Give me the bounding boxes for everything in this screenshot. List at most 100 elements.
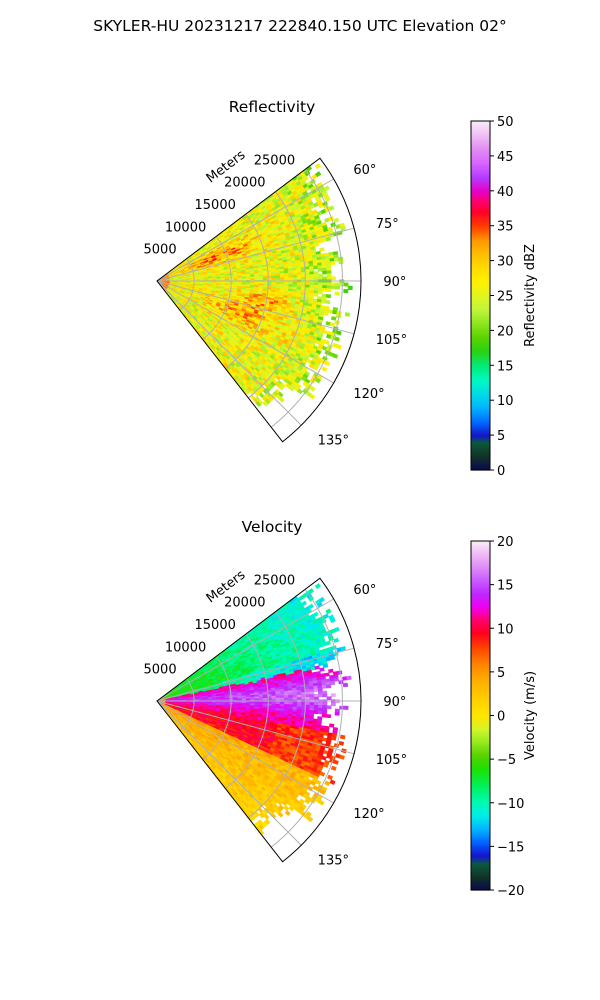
colorbar-segment — [471, 844, 490, 847]
colorbar-segment — [471, 131, 490, 134]
range-ring — [179, 258, 195, 311]
velocity-colorbar: −20 −15 −10 −5 0 5 10 15 20 Velocity (m/s) — [470, 535, 538, 899]
colorbar-segment — [471, 176, 490, 180]
colorbar-segment — [471, 549, 490, 553]
colorbar-segment — [471, 316, 490, 319]
colorbar-segment — [471, 239, 490, 243]
colorbar-segment — [471, 293, 490, 297]
colorbar-segment — [471, 325, 490, 328]
colorbar-segment — [471, 408, 490, 412]
colorbar-segment — [471, 858, 490, 861]
colorbar-segment — [471, 766, 490, 769]
colorbar-segment — [471, 774, 490, 778]
azimuth-spoke — [156, 700, 355, 755]
colorbar-segment — [471, 708, 490, 711]
colorbar-segment — [471, 677, 490, 680]
colorbar-segment — [471, 244, 490, 248]
colorbar-segment — [471, 162, 490, 166]
colorbar-segment — [471, 175, 490, 178]
colorbar-segment — [471, 168, 490, 171]
colorbar-segment — [471, 849, 490, 853]
range-ring — [202, 656, 232, 760]
colorbar-segment — [471, 607, 490, 610]
colorbar-segment — [471, 806, 490, 809]
colorbar-segment — [471, 452, 490, 455]
colorbar-segment — [471, 888, 490, 891]
colorbar-segment — [471, 354, 490, 358]
colorbar-segment — [471, 459, 490, 462]
colorbar-segment — [471, 288, 490, 291]
colorbar-segment — [471, 326, 490, 330]
colorbar-segment — [471, 339, 490, 342]
colorbar-segment — [471, 727, 490, 731]
colorbar-segment — [471, 290, 490, 293]
colorbar-segment — [471, 318, 490, 321]
colorbar-segment — [471, 415, 490, 419]
colorbar-segment — [471, 161, 490, 164]
colorbar-segment — [471, 302, 490, 305]
colorbar-segment — [471, 773, 490, 776]
colorbar-segment — [471, 187, 490, 190]
colorbar-segment — [471, 147, 490, 150]
colorbar-label: Velocity (m/s) — [523, 671, 538, 760]
colorbar-segment — [471, 750, 490, 753]
colorbar-segment — [471, 591, 490, 594]
colorbar-segment — [471, 206, 490, 209]
range-tick-label: 5000 — [144, 663, 177, 678]
colorbar-tick-label: −5 — [497, 753, 516, 768]
colorbar-segment — [471, 567, 490, 570]
colorbar-segment — [471, 384, 490, 387]
colorbar-segment — [471, 422, 490, 426]
colorbar-segment — [471, 807, 490, 811]
colorbar-segment — [471, 612, 490, 615]
colorbar-segment — [471, 664, 490, 668]
colorbar-segment — [471, 148, 490, 152]
colorbar-segment — [471, 178, 490, 181]
colorbar-segment — [471, 412, 490, 415]
colorbar-segment — [471, 222, 490, 225]
colorbar-segment — [471, 194, 490, 197]
colorbar-segment — [471, 544, 490, 547]
colorbar-segment — [471, 377, 490, 380]
colorbar-segment — [471, 743, 490, 746]
colorbar-segment — [471, 541, 490, 544]
colorbar-segment — [471, 372, 490, 375]
colorbar-segment — [471, 463, 490, 466]
colorbar-segment — [471, 551, 490, 554]
colorbar-segment — [471, 595, 490, 598]
colorbar-segment — [471, 776, 490, 779]
colorbar-segment — [471, 203, 490, 206]
figure-suptitle: SKYLER-HU 20231217 222840.150 UTC Elevat… — [93, 17, 507, 35]
colorbar-segment — [471, 204, 490, 208]
colorbar-segment — [471, 401, 490, 405]
range-ring — [248, 191, 306, 399]
colorbar-segment — [471, 837, 490, 840]
colorbar-segment — [471, 414, 490, 417]
colorbar-segment — [471, 457, 490, 461]
colorbar-segment — [471, 127, 490, 131]
colorbar-segment — [471, 834, 490, 837]
colorbar-segment — [471, 216, 490, 220]
colorbar-segment — [471, 407, 490, 410]
colorbar-segment — [471, 846, 490, 849]
velocity-title: Velocity — [242, 518, 303, 536]
colorbar-segment — [471, 232, 490, 236]
colorbar-segment — [471, 292, 490, 295]
colorbar-segment — [471, 818, 490, 821]
velocity-field — [156, 583, 352, 836]
colorbar-segment — [471, 298, 490, 302]
colorbar-segment — [471, 136, 490, 140]
colorbar-segment — [471, 860, 490, 863]
colorbar-tick-label: 15 — [497, 579, 514, 594]
colorbar-segment — [471, 243, 490, 246]
colorbar-segment — [471, 262, 490, 265]
colorbar-segment — [471, 286, 490, 290]
colorbar-segment — [471, 638, 490, 642]
colorbar-segment — [471, 678, 490, 682]
colorbar-segment — [471, 687, 490, 690]
colorbar-segment — [471, 389, 490, 393]
colorbar-segment — [471, 374, 490, 377]
colorbar-segment — [471, 828, 490, 832]
colorbar-segment — [471, 816, 490, 820]
colorbar-segment — [471, 250, 490, 253]
